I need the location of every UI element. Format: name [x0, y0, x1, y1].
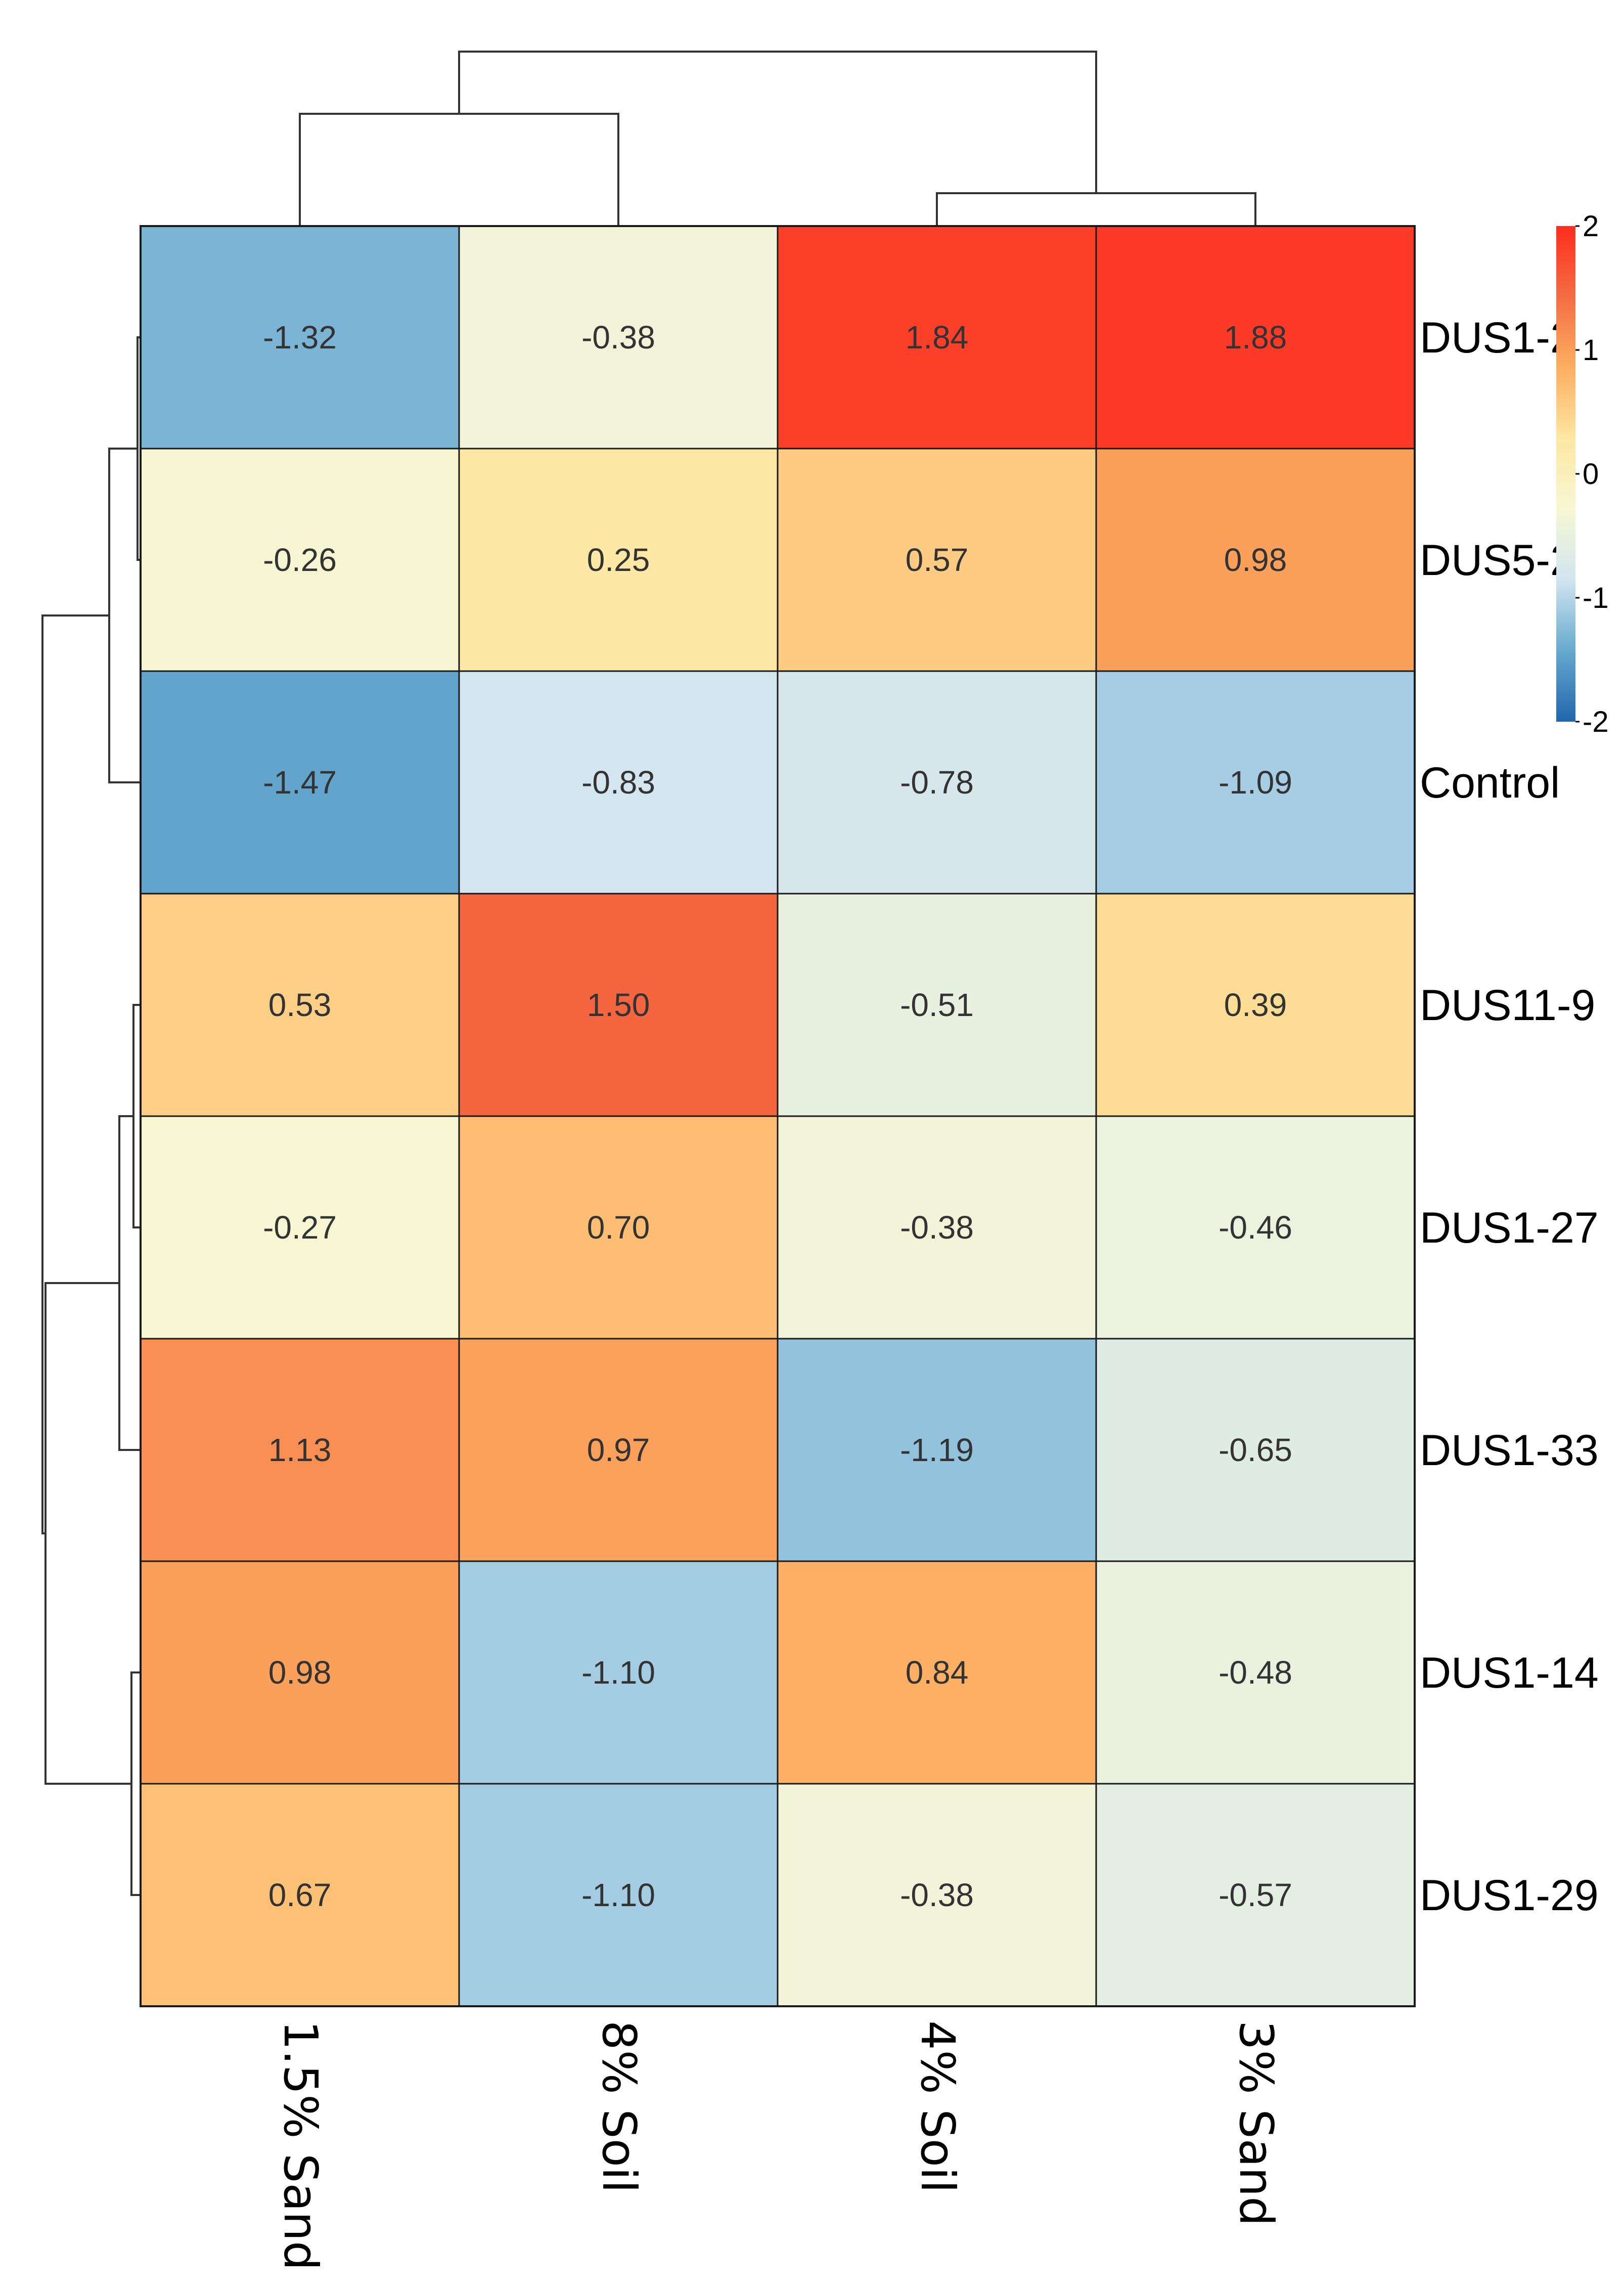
dendrogram-branch — [132, 1004, 141, 1228]
heatmap-cell-dus11-9-1-5pct-sand — [140, 893, 460, 1117]
heatmap-cell-dus1-14-1-5pct-sand — [140, 1560, 460, 1785]
cell-value-label: 1.88 — [1224, 319, 1287, 356]
legend-tick-label: 0 — [1583, 458, 1599, 491]
cell-value-label: -0.51 — [900, 987, 974, 1023]
cell-value-label: 1.50 — [587, 987, 650, 1023]
row-label-control: Control — [1420, 759, 1560, 807]
cell-value-label: -0.46 — [1219, 1209, 1292, 1246]
heatmap-cell-dus5-2-3pct-sand — [1095, 448, 1416, 672]
heatmap-cell-dus1-14-4pct-soil — [777, 1560, 1097, 1785]
dendrogram-branch — [118, 1115, 141, 1451]
heatmap-cell-dus1-14-8pct-soil — [458, 1560, 779, 1785]
cell-value-label: 1.13 — [268, 1432, 332, 1468]
column-label-1-5pct-sand: 1.5% Sand — [274, 2020, 328, 2270]
heatmap-cell-dus1-33-3pct-sand — [1095, 1338, 1416, 1562]
cell-value-label: -0.78 — [900, 764, 974, 801]
cell-value-label: 0.57 — [906, 542, 969, 578]
heatmap-cell-dus1-2-3pct-sand — [1095, 225, 1416, 450]
cell-value-label: 0.25 — [587, 542, 650, 578]
row-label-dus5-2: DUS5-2 — [1420, 536, 1574, 585]
heatmap-cell-dus1-29-1-5pct-sand — [140, 1783, 460, 2007]
heatmap-cell-dus5-2-8pct-soil — [458, 448, 779, 672]
color-legend: 2 1 0 -1 -2 — [1556, 210, 1609, 738]
column-label-8pct-soil: 8% Soil — [592, 2020, 646, 2193]
legend-tick-label: -1 — [1583, 582, 1609, 614]
cell-value-label: -0.26 — [263, 542, 337, 578]
heatmap-cell-control-1-5pct-sand — [140, 670, 460, 895]
column-label-4pct-soil: 4% Soil — [911, 2020, 965, 2193]
cell-value-label: 0.39 — [1224, 987, 1287, 1023]
heatmap-cell-dus11-9-8pct-soil — [458, 893, 779, 1117]
cell-value-label: -0.38 — [900, 1209, 974, 1246]
cell-value-label: -1.10 — [581, 1877, 655, 1913]
heatmap-cell-dus1-27-8pct-soil — [458, 1115, 779, 1340]
cell-value-label: 0.67 — [268, 1877, 332, 1913]
cell-value-label: -0.38 — [900, 1877, 974, 1913]
row-label-dus1-14: DUS1-14 — [1420, 1649, 1599, 1697]
cell-value-label: 0.97 — [587, 1432, 650, 1468]
row-label-dus1-27: DUS1-27 — [1420, 1204, 1599, 1252]
row-label-dus1-29: DUS1-29 — [1420, 1871, 1599, 1920]
heatmap-cell-dus1-33-1-5pct-sand — [140, 1338, 460, 1562]
column-label-3pct-sand: 3% Sand — [1229, 2020, 1283, 2226]
cell-value-label: -0.57 — [1219, 1877, 1292, 1913]
heatmap-border — [140, 225, 1416, 2007]
heatmap-cell-labels: -1.32 -0.38 1.84 1.88 -0.26 0.25 0.57 0.98 -1.47… — [263, 319, 1292, 1913]
cell-value-label: 0.70 — [587, 1209, 650, 1246]
heatmap-cell-control-8pct-soil — [458, 670, 779, 895]
column-labels: 1.5% Sand 8% Soil 4% Soil 3% Sand — [274, 2020, 1283, 2270]
row-label-dus11-9: DUS11-9 — [1420, 981, 1595, 1030]
heatmap-cell-dus1-2-4pct-soil — [777, 225, 1097, 450]
heatmap-cell-control-4pct-soil — [777, 670, 1097, 895]
cell-value-label: 1.84 — [906, 319, 969, 356]
legend-tick-label: 1 — [1583, 334, 1599, 367]
heatmap-cell-control-3pct-sand — [1095, 670, 1416, 895]
cell-value-label: -1.10 — [581, 1654, 655, 1691]
dendrogram-branch — [458, 51, 1097, 193]
dendrogram-branch — [130, 1671, 141, 1896]
legend-tick-label: 2 — [1583, 210, 1599, 243]
legend-tick-label: -2 — [1583, 706, 1609, 738]
heatmap-cell-dus5-2-4pct-soil — [777, 448, 1097, 672]
heatmap-cell-dus1-2-8pct-soil — [458, 225, 779, 450]
cell-value-label: -0.83 — [581, 764, 655, 801]
cell-value-label: 0.98 — [1224, 542, 1287, 578]
cell-value-label: 0.98 — [268, 1654, 332, 1691]
cell-value-label: 0.53 — [268, 987, 332, 1023]
dendrogram-branch — [936, 192, 1256, 226]
cell-value-label: 0.84 — [906, 1654, 969, 1691]
dendrogram-branch — [108, 448, 141, 783]
heatmap-cell-dus1-29-4pct-soil — [777, 1783, 1097, 2007]
row-labels: DUS1-2 DUS5-2 Control DUS11-9 DUS1-27 DUS1-33… — [1420, 314, 1599, 1920]
cell-value-label: -0.38 — [581, 319, 655, 356]
heatmap-cell-dus11-9-4pct-soil — [777, 893, 1097, 1117]
cell-value-label: -0.65 — [1219, 1432, 1292, 1468]
heatmap-cells — [140, 225, 1416, 2007]
row-dendrogram — [41, 336, 141, 1896]
heatmap-cell-dus1-27-3pct-sand — [1095, 1115, 1416, 1340]
heatmap-cell-dus1-29-3pct-sand — [1095, 1783, 1416, 2007]
cell-value-label: -1.47 — [263, 764, 337, 801]
row-label-dus1-33: DUS1-33 — [1420, 1426, 1599, 1475]
heatmap-cell-dus11-9-3pct-sand — [1095, 893, 1416, 1117]
cell-value-label: -0.27 — [263, 1209, 337, 1246]
dendrogram-branch — [41, 614, 109, 1534]
cell-value-label: -1.19 — [900, 1432, 974, 1468]
heatmap-cell-dus1-33-8pct-soil — [458, 1338, 779, 1562]
cell-value-label: -1.32 — [263, 319, 337, 356]
heatmap-cell-dus1-29-8pct-soil — [458, 1783, 779, 2007]
column-dendrogram — [299, 51, 1256, 226]
row-label-dus1-2: DUS1-2 — [1420, 314, 1574, 362]
legend-color-bar — [1556, 226, 1575, 722]
cell-value-label: -0.48 — [1219, 1654, 1292, 1691]
heatmap-cell-dus1-33-4pct-soil — [777, 1338, 1097, 1562]
dendrogram-branch — [299, 113, 619, 226]
cell-value-label: -1.09 — [1219, 764, 1292, 801]
